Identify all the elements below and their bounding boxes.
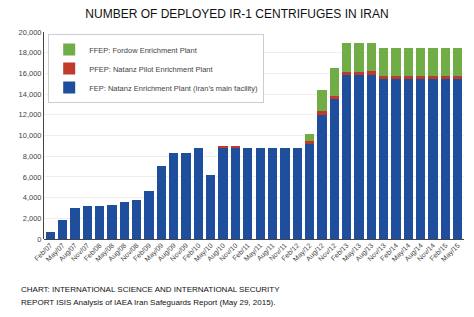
svg-text:FEP: Natanz Enrichment Plant (: FEP: Natanz Enrichment Plant (Iran’s mai… (89, 83, 258, 92)
svg-text:8,000: 8,000 (23, 152, 42, 161)
svg-text:Aug/07: Aug/07 (57, 242, 78, 263)
svg-text:Nov/11: Nov/11 (268, 242, 288, 262)
svg-text:Feb/10: Feb/10 (181, 242, 201, 262)
svg-text:Aug/10: Aug/10 (206, 242, 227, 263)
svg-text:Aug/08: Aug/08 (107, 242, 128, 263)
svg-text:16,000: 16,000 (19, 69, 42, 78)
svg-text:20,000: 20,000 (19, 28, 42, 37)
svg-text:Feb/15: Feb/15 (428, 242, 448, 262)
svg-text:NUMBER OF DEPLOYED IR-1 CENTRI: NUMBER OF DEPLOYED IR-1 CENTRIFUGES IN I… (85, 7, 388, 21)
svg-text:Aug/13: Aug/13 (354, 242, 375, 263)
svg-text:May/14: May/14 (390, 242, 412, 264)
svg-text:May/13: May/13 (341, 242, 363, 264)
svg-text:Feb/12: Feb/12 (280, 242, 300, 262)
svg-text:18,000: 18,000 (19, 48, 42, 57)
svg-text:6,000: 6,000 (23, 173, 42, 182)
svg-text:May/09: May/09 (143, 242, 165, 264)
svg-text:May/11: May/11 (243, 242, 265, 264)
svg-text:REPORT ISIS Analysis of IAEA I: REPORT ISIS Analysis of IAEA Iran Safegu… (21, 298, 276, 307)
svg-text:May/10: May/10 (193, 242, 215, 264)
svg-text:PFEP: Natanz Pilot Enrichment: PFEP: Natanz Pilot Enrichment Plant (89, 64, 213, 73)
svg-text:Feb/07: Feb/07 (33, 242, 53, 262)
svg-text:May/07: May/07 (45, 242, 67, 264)
svg-text:Aug/14: Aug/14 (403, 242, 424, 263)
svg-text:Aug/12: Aug/12 (304, 242, 325, 263)
svg-text:Feb/11: Feb/11 (231, 242, 251, 262)
svg-text:May/08: May/08 (94, 242, 116, 264)
svg-text:4,000: 4,000 (23, 193, 42, 202)
svg-text:Nov/12: Nov/12 (317, 242, 338, 263)
svg-text:May/15: May/15 (440, 242, 462, 264)
svg-text:Aug/11: Aug/11 (255, 242, 276, 263)
svg-text:12,000: 12,000 (19, 110, 42, 119)
svg-text:May/12: May/12 (292, 242, 314, 264)
svg-text:2,000: 2,000 (23, 214, 42, 223)
svg-text:Feb/13: Feb/13 (329, 242, 349, 262)
svg-text:CHART: INTERNATIONAL SCIENCE A: CHART: INTERNATIONAL SCIENCE AND INTERNA… (21, 285, 280, 294)
svg-text:Aug/09: Aug/09 (156, 242, 177, 263)
svg-text:14,000: 14,000 (19, 90, 42, 99)
svg-text:FFEP: Fordow Enrichment Plant: FFEP: Fordow Enrichment Plant (89, 45, 197, 54)
svg-text:Nov/07: Nov/07 (70, 242, 91, 263)
svg-text:0: 0 (37, 235, 41, 244)
svg-text:Nov/13: Nov/13 (366, 242, 387, 263)
svg-text:Nov/10: Nov/10 (218, 242, 239, 263)
svg-text:Nov/09: Nov/09 (169, 242, 190, 263)
svg-text:Feb/08: Feb/08 (82, 242, 102, 262)
svg-text:Feb/14: Feb/14 (379, 242, 399, 262)
svg-text:Feb/09: Feb/09 (132, 242, 152, 262)
svg-text:10,000: 10,000 (19, 131, 42, 140)
svg-text:Nov/14: Nov/14 (416, 242, 437, 263)
svg-text:Nov/08: Nov/08 (119, 242, 140, 263)
